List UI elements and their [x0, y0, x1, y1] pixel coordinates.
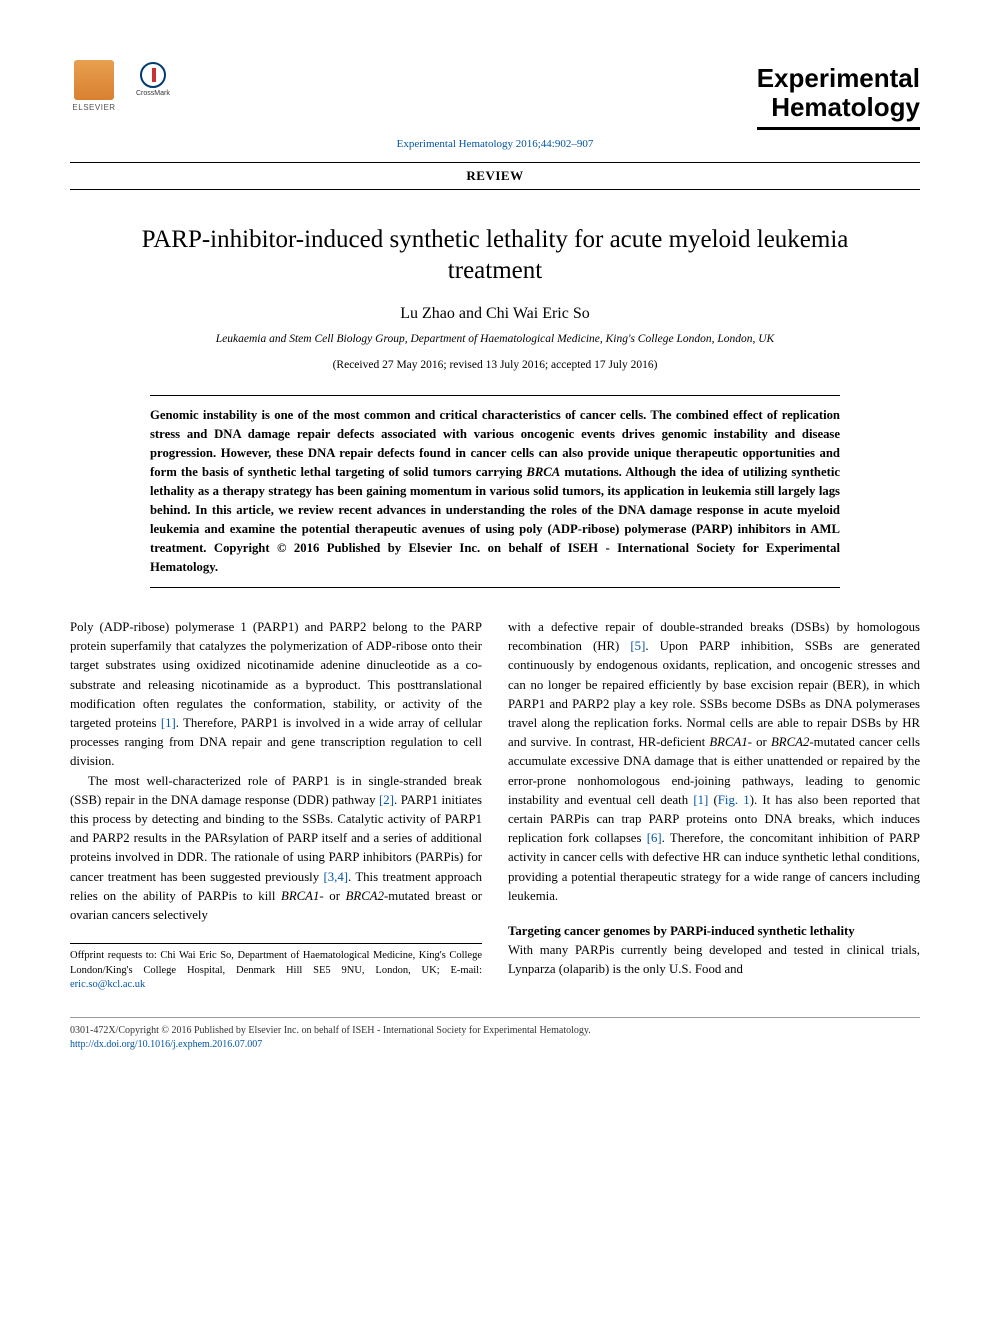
body-p3-e: ( — [708, 793, 718, 807]
brca2-italic: BRCA2 — [346, 889, 384, 903]
body-p4: With many PARPis currently being develop… — [508, 941, 920, 979]
elsevier-label: ELSEVIER — [72, 103, 115, 112]
body-p2-d: - or — [319, 889, 345, 903]
body-p2: The most well-characterized role of PARP… — [70, 772, 482, 926]
footer-copyright: 0301-472X/Copyright © 2016 Published by … — [70, 1024, 920, 1038]
ref-link-2[interactable]: [2] — [379, 793, 394, 807]
brca1-italic-b: BRCA1 — [709, 735, 747, 749]
footer-doi[interactable]: http://dx.doi.org/10.1016/j.exphem.2016.… — [70, 1038, 920, 1052]
journal-brand: Experimental Hematology — [757, 60, 920, 130]
fig-link-1[interactable]: Fig. 1 — [718, 793, 750, 807]
abstract: Genomic instability is one of the most c… — [150, 395, 840, 588]
brca1-italic: BRCA1 — [281, 889, 319, 903]
header-left: ELSEVIER CrossMark — [70, 60, 170, 112]
ref-link-1b[interactable]: [1] — [693, 793, 708, 807]
footnote-text: Offprint requests to: Chi Wai Eric So, D… — [70, 950, 482, 976]
body-p1-a: Poly (ADP-ribose) polymerase 1 (PARP1) a… — [70, 620, 482, 730]
body-p3-b: . Upon PARP inhibition, SSBs are generat… — [508, 639, 920, 749]
authors: Lu Zhao and Chi Wai Eric So — [70, 305, 920, 323]
ref-link-6[interactable]: [6] — [647, 831, 662, 845]
article-type: REVIEW — [70, 162, 920, 190]
article-title: PARP-inhibitor-induced synthetic lethali… — [120, 224, 870, 287]
body-p3: with a defective repair of double-strand… — [508, 618, 920, 906]
citation-line[interactable]: Experimental Hematology 2016;44:902–907 — [70, 138, 920, 150]
elsevier-tree-icon — [74, 60, 114, 100]
crossmark-badge[interactable]: CrossMark — [136, 62, 170, 97]
crossmark-label: CrossMark — [136, 90, 170, 97]
journal-brand-line1: Experimental — [757, 64, 920, 93]
body-p1: Poly (ADP-ribose) polymerase 1 (PARP1) a… — [70, 618, 482, 772]
crossmark-icon — [140, 62, 166, 88]
offprint-footnote: Offprint requests to: Chi Wai Eric So, D… — [70, 943, 482, 993]
brca2-italic-b: BRCA2 — [771, 735, 809, 749]
corresponding-email[interactable]: eric.so@kcl.ac.uk — [70, 979, 145, 990]
ref-link-34[interactable]: [3,4] — [324, 870, 349, 884]
abstract-text-2: mutations. Although the idea of utilizin… — [150, 465, 840, 574]
ref-link-1[interactable]: [1] — [161, 716, 176, 730]
page-footer: 0301-472X/Copyright © 2016 Published by … — [70, 1017, 920, 1052]
body-text: Poly (ADP-ribose) polymerase 1 (PARP1) a… — [70, 618, 920, 993]
journal-brand-line2: Hematology — [757, 93, 920, 122]
body-p3-c: - or — [748, 735, 771, 749]
affiliation: Leukaemia and Stem Cell Biology Group, D… — [70, 333, 920, 345]
section-heading-2: Targeting cancer genomes by PARPi-induce… — [508, 922, 920, 941]
abstract-brca: BRCA — [526, 465, 560, 479]
manuscript-dates: (Received 27 May 2016; revised 13 July 2… — [70, 359, 920, 371]
header-row: ELSEVIER CrossMark Experimental Hematolo… — [70, 60, 920, 130]
elsevier-logo[interactable]: ELSEVIER — [70, 60, 118, 112]
ref-link-5[interactable]: [5] — [630, 639, 645, 653]
